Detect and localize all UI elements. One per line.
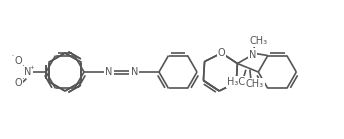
Text: -: - (12, 54, 14, 59)
Text: N: N (24, 67, 32, 77)
Text: +: + (30, 64, 34, 70)
Text: O: O (218, 48, 225, 58)
Text: N: N (105, 67, 112, 77)
Text: CH₃: CH₃ (249, 36, 268, 46)
Text: N: N (249, 49, 256, 59)
Text: CH₃: CH₃ (246, 79, 264, 89)
Text: N: N (131, 67, 138, 77)
Text: O: O (14, 56, 22, 66)
Text: O: O (14, 78, 22, 88)
Text: H₃C: H₃C (227, 77, 245, 87)
